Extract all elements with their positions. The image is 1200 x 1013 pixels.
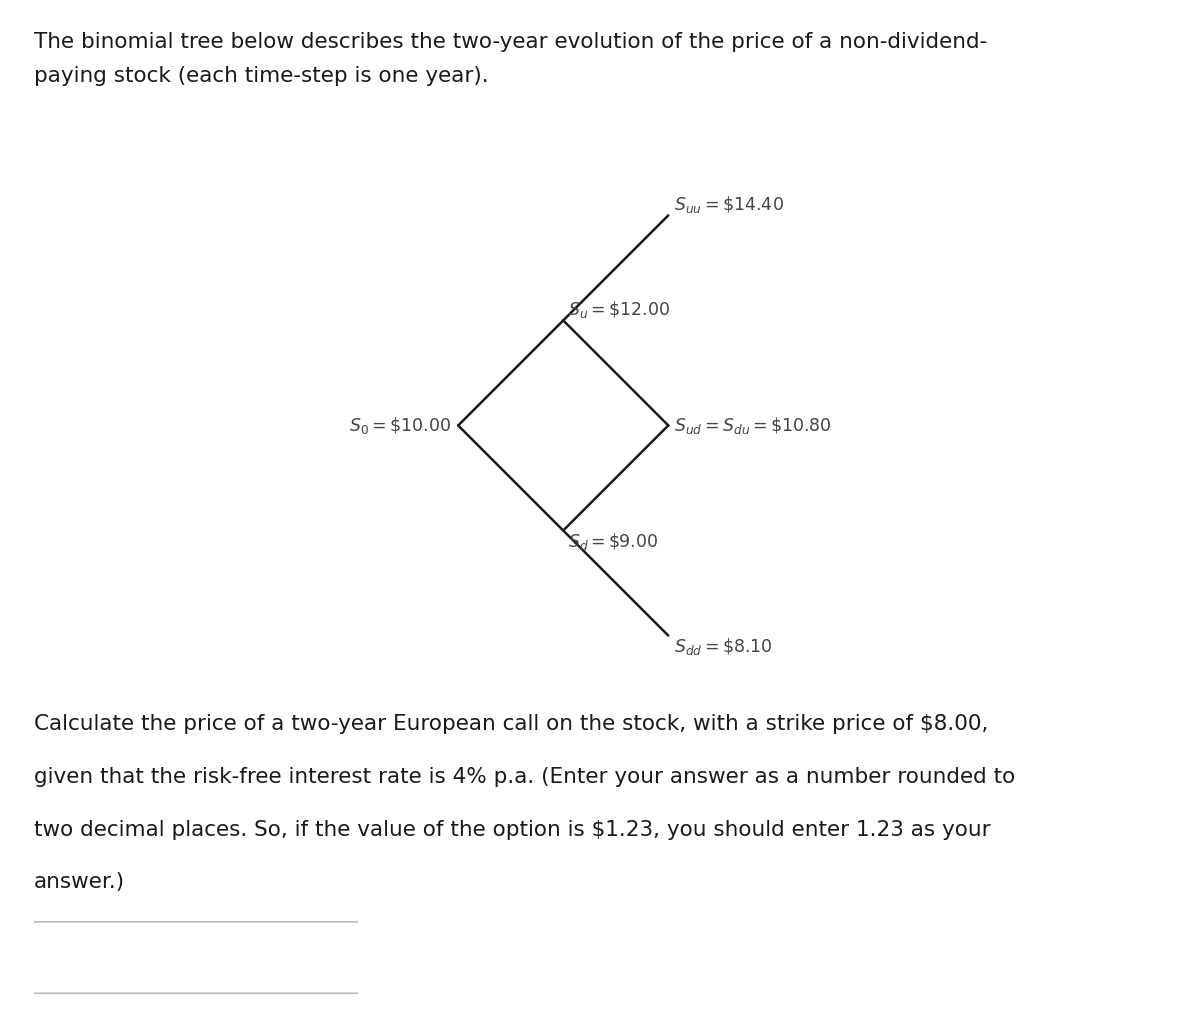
Text: $S_u = \$12.00$: $S_u = \$12.00$ [569,300,671,320]
FancyBboxPatch shape [28,922,364,993]
Text: $S_{ud} = S_{du} = \$10.80$: $S_{ud} = S_{du} = \$10.80$ [673,415,832,436]
Text: paying stock (each time-step is one year).: paying stock (each time-step is one year… [34,66,488,86]
Text: answer.): answer.) [34,872,125,892]
Text: $S_{uu} = \$14.40$: $S_{uu} = \$14.40$ [673,194,784,216]
Text: $S_0 = \$10.00$: $S_0 = \$10.00$ [349,415,451,436]
Text: two decimal places. So, if the value of the option is $1.23, you should enter 1.: two decimal places. So, if the value of … [34,820,990,840]
Text: given that the risk-free interest rate is 4% p.a. (Enter your answer as a number: given that the risk-free interest rate i… [34,767,1015,787]
Text: The binomial tree below describes the two-year evolution of the price of a non-d: The binomial tree below describes the tw… [34,32,986,53]
Text: $S_{dd} = \$8.10$: $S_{dd} = \$8.10$ [673,635,773,656]
Text: Calculate the price of a two-year European call on the stock, with a strike pric: Calculate the price of a two-year Europe… [34,714,988,734]
Text: $S_d = \$9.00$: $S_d = \$9.00$ [569,531,659,551]
